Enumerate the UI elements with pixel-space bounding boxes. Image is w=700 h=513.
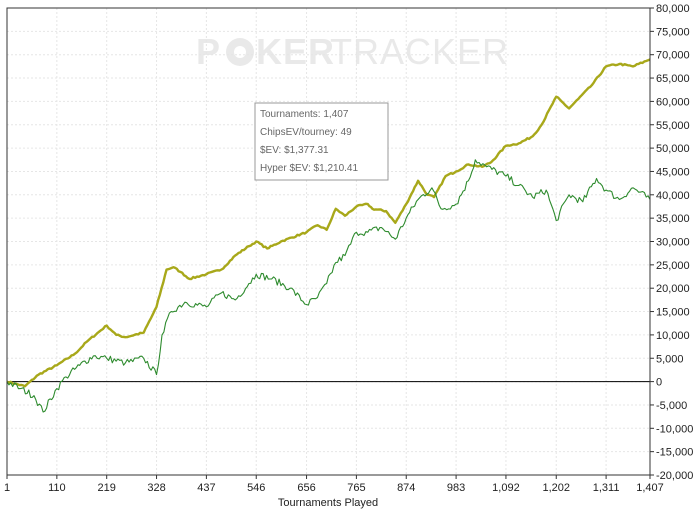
y-axis-ticks: 80,000 75,000 70,000 65,000 60,000 55,000 50,0… — [650, 3, 693, 482]
series-line-1 — [6, 58, 651, 388]
watermark-chip-center-icon — [234, 46, 246, 58]
watermark-word-tracker: TRACKER — [330, 31, 509, 72]
y-tick-label: 35,000 — [656, 213, 690, 225]
x-tick-label: 546 — [247, 482, 265, 494]
y-tick-label: -15,000 — [656, 447, 693, 459]
y-tick-label: 70,000 — [656, 50, 690, 62]
x-tick-label: 219 — [98, 482, 116, 494]
infobox-tournaments: Tournaments: 1,407 — [260, 109, 349, 120]
infobox-chipsev: ChipsEV/tourney: 49 — [260, 127, 352, 138]
x-axis-title: Tournaments Played — [278, 497, 378, 509]
y-tick-label: 0 — [656, 377, 662, 389]
y-tick-label: 60,000 — [656, 96, 690, 108]
series-layer — [6, 58, 651, 413]
y-tick-label: 55,000 — [656, 120, 690, 132]
y-tick-label: 30,000 — [656, 237, 690, 249]
infobox-frame — [254, 102, 389, 181]
x-tick-label: 983 — [447, 482, 465, 494]
series-line-2 — [6, 159, 651, 413]
x-tick-label: 1,407 — [636, 482, 664, 494]
infobox-hyper-sev: Hyper $EV: $1,210.41 — [260, 163, 358, 174]
y-tick-label: 75,000 — [656, 26, 690, 38]
y-tick-label: 5,000 — [656, 353, 684, 365]
x-tick-label: 1,202 — [542, 482, 570, 494]
y-tick-label: 10,000 — [656, 330, 690, 342]
x-tick-label: 1 — [4, 482, 10, 494]
y-tick-label: -5,000 — [656, 400, 687, 412]
x-tick-label: 1,092 — [492, 482, 520, 494]
x-tick-label: 656 — [297, 482, 315, 494]
y-tick-label: 80,000 — [656, 3, 690, 15]
x-tick-label: 765 — [347, 482, 365, 494]
x-tick-label: 1,311 — [593, 482, 620, 494]
x-tick-label: 874 — [397, 482, 415, 494]
stats-infobox: Tournaments: 1,407 ChipsEV/tourney: 49 $… — [254, 102, 389, 181]
y-tick-label: 65,000 — [656, 73, 690, 85]
y-tick-label: 45,000 — [656, 166, 690, 178]
y-tick-label: 40,000 — [656, 190, 690, 202]
y-tick-label: -20,000 — [656, 470, 693, 482]
watermark-letters-ker: KER — [256, 31, 335, 72]
x-axis-ticks: 1 110 219 328 437 546 656 765 874 983 1,092 1,202 1,… — [4, 475, 664, 494]
infobox-sev: $EV: $1,377.31 — [260, 145, 329, 156]
y-tick-label: -10,000 — [656, 423, 693, 435]
y-tick-label: 25,000 — [656, 260, 690, 272]
y-tick-label: 50,000 — [656, 143, 690, 155]
y-tick-label: 15,000 — [656, 307, 690, 319]
pokertracker-watermark: P KER TRACKER — [196, 31, 509, 72]
x-tick-label: 110 — [48, 482, 66, 494]
y-tick-label: 20,000 — [656, 283, 690, 295]
x-tick-label: 328 — [147, 482, 165, 494]
watermark-letter-p: P — [196, 31, 221, 72]
x-tick-label: 437 — [197, 482, 215, 494]
